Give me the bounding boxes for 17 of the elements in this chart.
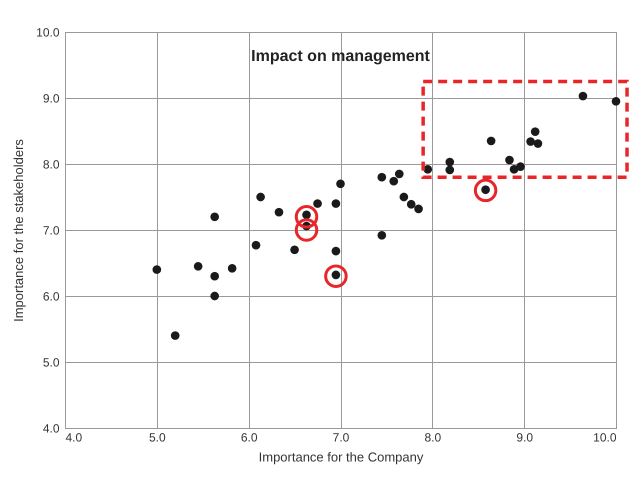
y-tick-label: 10.0: [36, 26, 60, 40]
y-tick-label: 8.0: [42, 158, 60, 172]
text: Impact on management: [251, 48, 431, 65]
x-axis-title: Importance for the Company: [258, 450, 424, 464]
x-tick-label: 7.0: [332, 430, 350, 444]
x-tick-label: 5.0: [148, 430, 166, 444]
x-tick-label: 4.0: [66, 430, 83, 444]
y-tick-label: 6.0: [42, 290, 60, 304]
y-tick-label: 7.0: [42, 224, 60, 238]
y-tick-label: 5.0: [42, 356, 60, 370]
y-tick-label: 9.0: [42, 92, 60, 106]
y-axis-title: Importance for the stakeholders: [11, 138, 26, 322]
y-tick-label: 4.0: [42, 422, 60, 436]
x-tick-label: 9.0: [516, 430, 534, 444]
x-tick-label: 10.0: [593, 430, 617, 444]
x-tick-label: 8.0: [424, 430, 442, 444]
x-tick-label: 6.0: [240, 430, 258, 444]
